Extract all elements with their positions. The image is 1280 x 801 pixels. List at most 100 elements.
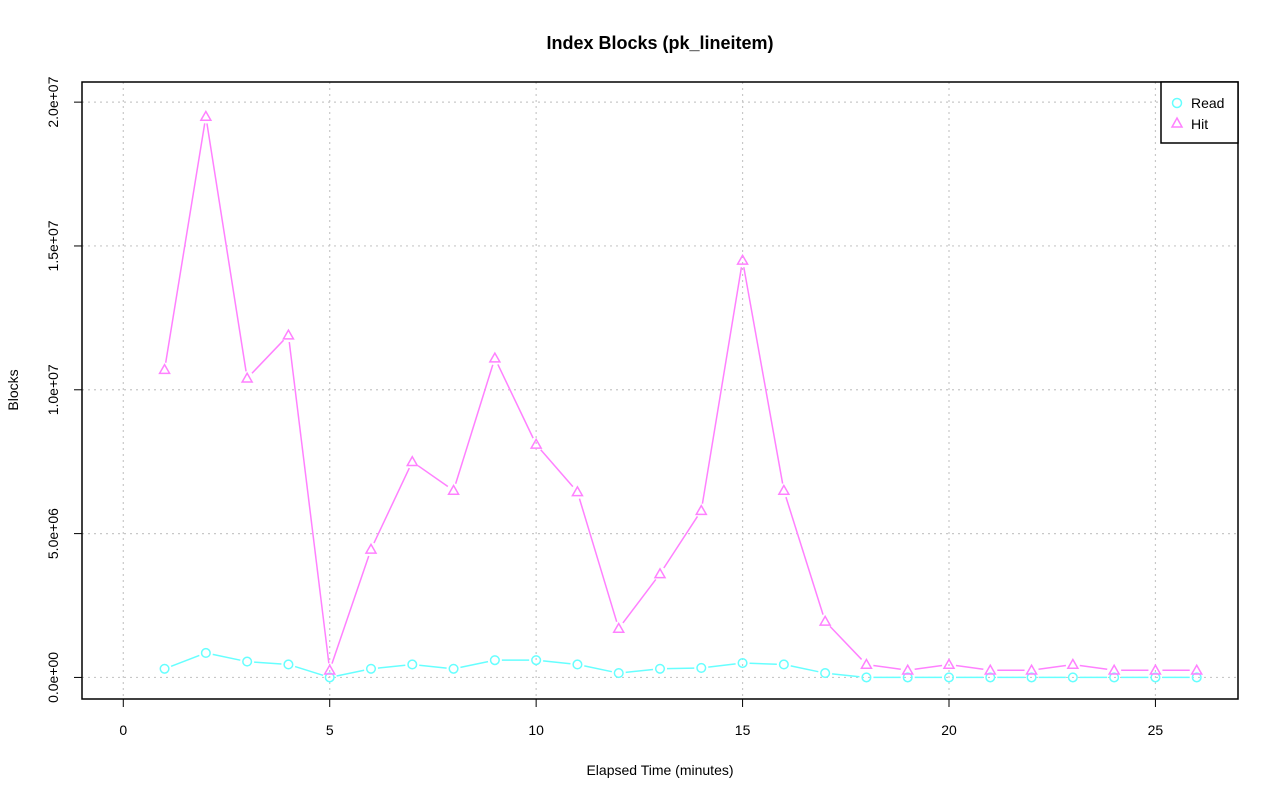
data-point-hit (983, 663, 997, 675)
data-point-read (1026, 672, 1037, 683)
data-point-read (902, 672, 913, 683)
data-point-hit (860, 657, 873, 669)
legend-box (1160, 81, 1239, 144)
data-point-read (696, 662, 707, 673)
data-point-hit (199, 110, 213, 122)
line-segment-hit (1038, 664, 1067, 671)
grid (82, 82, 1238, 699)
y-tick-label: 0.0e+00 (45, 652, 61, 703)
line-segment-read (336, 669, 365, 677)
data-point-hit (736, 253, 749, 265)
x-tick-label: 10 (528, 722, 544, 738)
data-point-hit (571, 485, 584, 497)
data-point-hit (240, 371, 254, 383)
line-segment-read (294, 665, 324, 677)
line-segment-read (749, 662, 777, 665)
data-point-read (1067, 672, 1078, 683)
data-point-hit (405, 455, 419, 467)
data-point-hit (694, 504, 708, 516)
line-segment-read (584, 665, 613, 673)
line-segment-hit (331, 555, 370, 664)
line-segment-read (625, 668, 654, 674)
data-point-hit (1190, 663, 1204, 675)
data-point-read (1150, 672, 1161, 683)
chart-title: Index Blocks (pk_lineitem) (546, 33, 773, 53)
line-segment-hit (701, 267, 743, 504)
data-point-hit (1025, 663, 1038, 675)
line-segment-read (460, 660, 489, 669)
line-segment-hit (578, 498, 618, 623)
series-read (159, 647, 1202, 683)
line-segment-hit (663, 516, 699, 569)
data-point-read (1191, 672, 1202, 683)
data-point-hit (488, 351, 502, 363)
y-tick-label: 1.5e+07 (45, 220, 61, 271)
x-tick-label: 5 (326, 722, 334, 738)
line-segment-read (212, 653, 241, 661)
data-point-read (407, 659, 418, 670)
data-point-read (820, 668, 831, 679)
data-point-hit (282, 328, 295, 340)
x-axis: 0 5 10 15 20 25 (119, 698, 1164, 738)
line-segment-hit (206, 123, 247, 372)
data-point-hit (158, 363, 171, 375)
data-point-read (778, 659, 789, 670)
line-segment-hit (829, 625, 863, 660)
line-segment-hit (373, 467, 410, 544)
data-point-read (861, 672, 872, 683)
data-point-read (283, 659, 294, 670)
line-segment-hit (1079, 664, 1108, 671)
line-segment-read (377, 664, 406, 669)
y-tick-label: 1.0e+07 (45, 364, 61, 415)
line-segment-hit (251, 339, 285, 374)
series-hit (158, 110, 1204, 675)
line-segment-hit (955, 664, 984, 671)
legend-read-marker (1171, 97, 1183, 109)
data-point-read (943, 672, 955, 683)
line-segment-read (832, 673, 860, 678)
data-point-read (200, 647, 211, 659)
line-segment-hit (540, 449, 574, 488)
y-tick-label: 2.0e+07 (45, 76, 61, 127)
line-segment-hit (873, 664, 901, 671)
data-point-read (159, 663, 170, 674)
x-tick-label: 20 (941, 722, 957, 738)
plot-frame (81, 81, 1239, 700)
data-point-read (448, 663, 459, 674)
data-point-hit (942, 657, 956, 669)
data-point-read (324, 672, 335, 683)
data-point-read (985, 672, 996, 683)
data-point-hit (529, 437, 543, 449)
data-point-read (489, 655, 500, 666)
legend-hit-label: Hit (1191, 116, 1208, 132)
y-axis-label: Blocks (5, 369, 21, 410)
data-point-hit (818, 614, 832, 626)
data-point-hit (323, 663, 337, 675)
data-point-hit (901, 663, 915, 675)
x-axis-label: Elapsed Time (minutes) (586, 762, 733, 778)
data-point-hit (447, 483, 460, 495)
series (158, 110, 1204, 683)
line-segment-read (543, 660, 571, 665)
data-point-hit (1149, 663, 1162, 675)
line-segment-hit (454, 364, 494, 484)
data-point-read (242, 656, 253, 667)
line-segment-read (170, 654, 200, 667)
line-segment-hit (785, 496, 824, 615)
data-point-read (531, 655, 542, 666)
data-point-read (737, 657, 748, 669)
y-axis: 0.0e+00 5.0e+06 1.0e+07 1.5e+07 2.0e+07 (45, 76, 83, 703)
legend-hit-marker (1170, 116, 1184, 128)
line-segment-hit (743, 267, 784, 484)
data-point-read (365, 663, 377, 674)
line-segment-hit (417, 465, 449, 488)
data-point-read (654, 663, 666, 674)
line-segment-hit (164, 123, 206, 363)
line-segment-hit (497, 364, 534, 439)
x-tick-label: 25 (1148, 722, 1164, 738)
data-point-hit (364, 542, 378, 554)
line-segment-read (254, 661, 282, 665)
y-tick-label: 5.0e+06 (45, 508, 61, 559)
line-segment-read (708, 663, 736, 668)
